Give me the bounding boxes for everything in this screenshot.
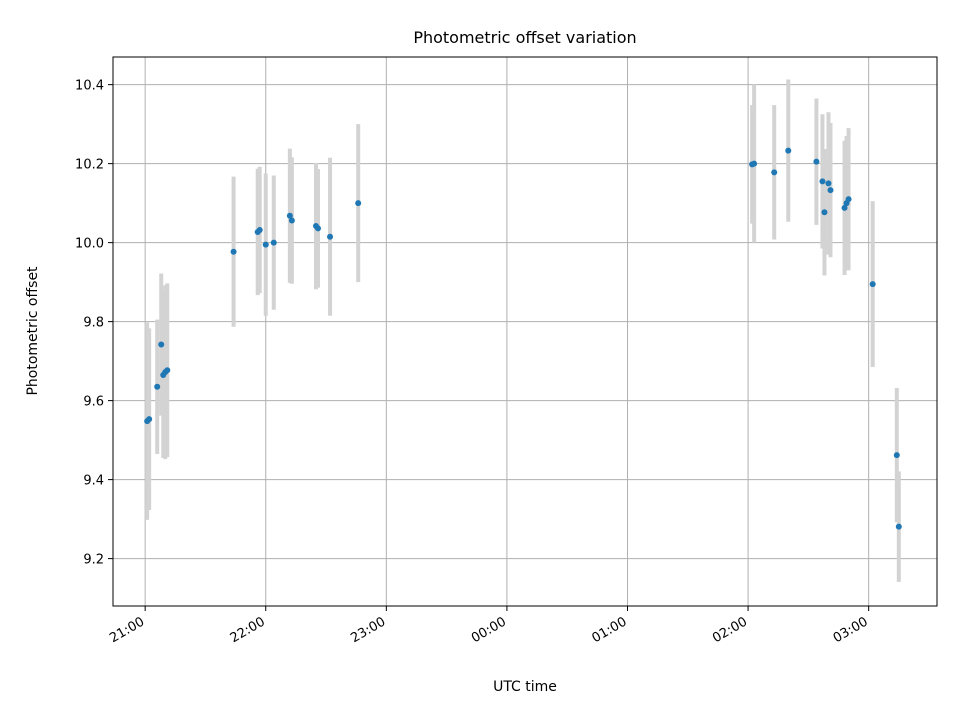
x-axis-label: UTC time bbox=[493, 679, 557, 695]
data-point bbox=[825, 180, 832, 187]
data-point bbox=[262, 241, 269, 248]
x-tick-label: 03:00 bbox=[831, 614, 871, 646]
data-point bbox=[314, 225, 321, 232]
x-tick-label: 00:00 bbox=[469, 614, 509, 646]
y-axis-label: Photometric offset bbox=[25, 266, 41, 396]
data-point bbox=[893, 452, 900, 459]
y-tick-label: 10.2 bbox=[75, 158, 104, 173]
y-tick-label: 10.0 bbox=[75, 237, 104, 252]
errorbars bbox=[145, 79, 901, 582]
x-tick-label: 23:00 bbox=[348, 614, 388, 646]
data-point bbox=[164, 367, 171, 374]
x-tick-label: 01:00 bbox=[590, 614, 630, 646]
y-tick-label: 9.4 bbox=[83, 474, 104, 489]
data-point bbox=[813, 158, 820, 165]
data-point bbox=[230, 248, 237, 255]
data-point bbox=[819, 178, 826, 185]
chart-title: Photometric offset variation bbox=[413, 28, 636, 47]
y-tick-label: 9.6 bbox=[83, 395, 104, 410]
x-tick-label: 22:00 bbox=[228, 614, 268, 646]
data-point bbox=[270, 239, 277, 246]
y-tick-label: 9.8 bbox=[83, 316, 104, 331]
x-tick-label: 02:00 bbox=[710, 614, 750, 646]
data-point bbox=[785, 147, 792, 154]
data-point bbox=[821, 209, 828, 216]
y-axis-ticks: 9.2 9.4 9.6 9.8 10.0 10.2 10.4 bbox=[75, 79, 113, 568]
data-point bbox=[827, 187, 834, 194]
grid bbox=[113, 57, 937, 606]
data-point bbox=[327, 233, 334, 240]
data-point bbox=[869, 281, 876, 288]
data-point bbox=[355, 200, 362, 207]
data-point bbox=[146, 416, 153, 423]
data-point bbox=[158, 341, 165, 348]
data-point bbox=[256, 226, 263, 233]
data-point bbox=[895, 523, 902, 530]
data-point bbox=[154, 383, 161, 390]
data-point bbox=[841, 204, 848, 211]
data-points bbox=[144, 147, 902, 530]
x-axis-ticks: 21:00 22:00 23:00 00:00 01:00 02:00 03:00 bbox=[107, 606, 871, 646]
plot-frame bbox=[112, 56, 938, 607]
data-point bbox=[288, 217, 295, 224]
x-tick-label: 21:00 bbox=[107, 614, 147, 646]
y-tick-label: 10.4 bbox=[75, 79, 104, 94]
data-point bbox=[286, 212, 293, 219]
data-point bbox=[751, 160, 758, 167]
data-point bbox=[771, 169, 778, 176]
data-point bbox=[845, 196, 852, 203]
y-tick-label: 9.2 bbox=[83, 553, 104, 568]
